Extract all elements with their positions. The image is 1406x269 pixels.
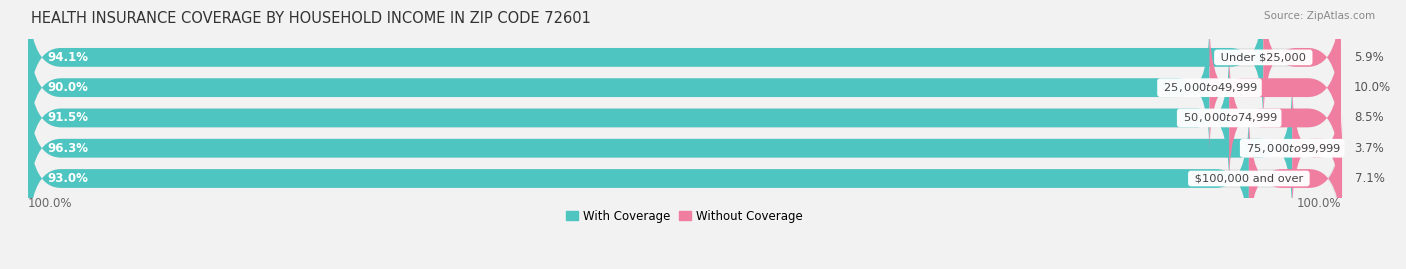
Text: 96.3%: 96.3% <box>48 142 89 155</box>
Text: $75,000 to $99,999: $75,000 to $99,999 <box>1243 142 1341 155</box>
Text: 90.0%: 90.0% <box>48 81 89 94</box>
FancyBboxPatch shape <box>28 82 1341 215</box>
Text: 100.0%: 100.0% <box>28 197 73 210</box>
FancyBboxPatch shape <box>1264 0 1341 124</box>
Text: 3.7%: 3.7% <box>1354 142 1384 155</box>
FancyBboxPatch shape <box>1292 82 1341 215</box>
Legend: With Coverage, Without Coverage: With Coverage, Without Coverage <box>561 205 807 227</box>
Text: 10.0%: 10.0% <box>1354 81 1391 94</box>
FancyBboxPatch shape <box>28 112 1249 245</box>
FancyBboxPatch shape <box>28 52 1229 184</box>
FancyBboxPatch shape <box>1209 21 1341 154</box>
FancyBboxPatch shape <box>28 82 1292 215</box>
FancyBboxPatch shape <box>28 112 1341 245</box>
FancyBboxPatch shape <box>28 21 1209 154</box>
Text: $25,000 to $49,999: $25,000 to $49,999 <box>1160 81 1258 94</box>
Text: HEALTH INSURANCE COVERAGE BY HOUSEHOLD INCOME IN ZIP CODE 72601: HEALTH INSURANCE COVERAGE BY HOUSEHOLD I… <box>31 11 591 26</box>
FancyBboxPatch shape <box>28 0 1341 124</box>
Text: 100.0%: 100.0% <box>1296 197 1341 210</box>
FancyBboxPatch shape <box>28 52 1341 184</box>
Text: 93.0%: 93.0% <box>48 172 89 185</box>
Text: 91.5%: 91.5% <box>48 111 89 125</box>
Text: 8.5%: 8.5% <box>1354 111 1384 125</box>
Text: 5.9%: 5.9% <box>1354 51 1384 64</box>
Text: 94.1%: 94.1% <box>48 51 89 64</box>
FancyBboxPatch shape <box>1229 52 1341 184</box>
FancyBboxPatch shape <box>1249 112 1343 245</box>
FancyBboxPatch shape <box>28 0 1264 124</box>
Text: $50,000 to $74,999: $50,000 to $74,999 <box>1180 111 1278 125</box>
Text: Under $25,000: Under $25,000 <box>1218 52 1309 62</box>
Text: Source: ZipAtlas.com: Source: ZipAtlas.com <box>1264 11 1375 21</box>
Text: $100,000 and over: $100,000 and over <box>1191 174 1306 183</box>
Text: 7.1%: 7.1% <box>1355 172 1385 185</box>
FancyBboxPatch shape <box>28 21 1341 154</box>
